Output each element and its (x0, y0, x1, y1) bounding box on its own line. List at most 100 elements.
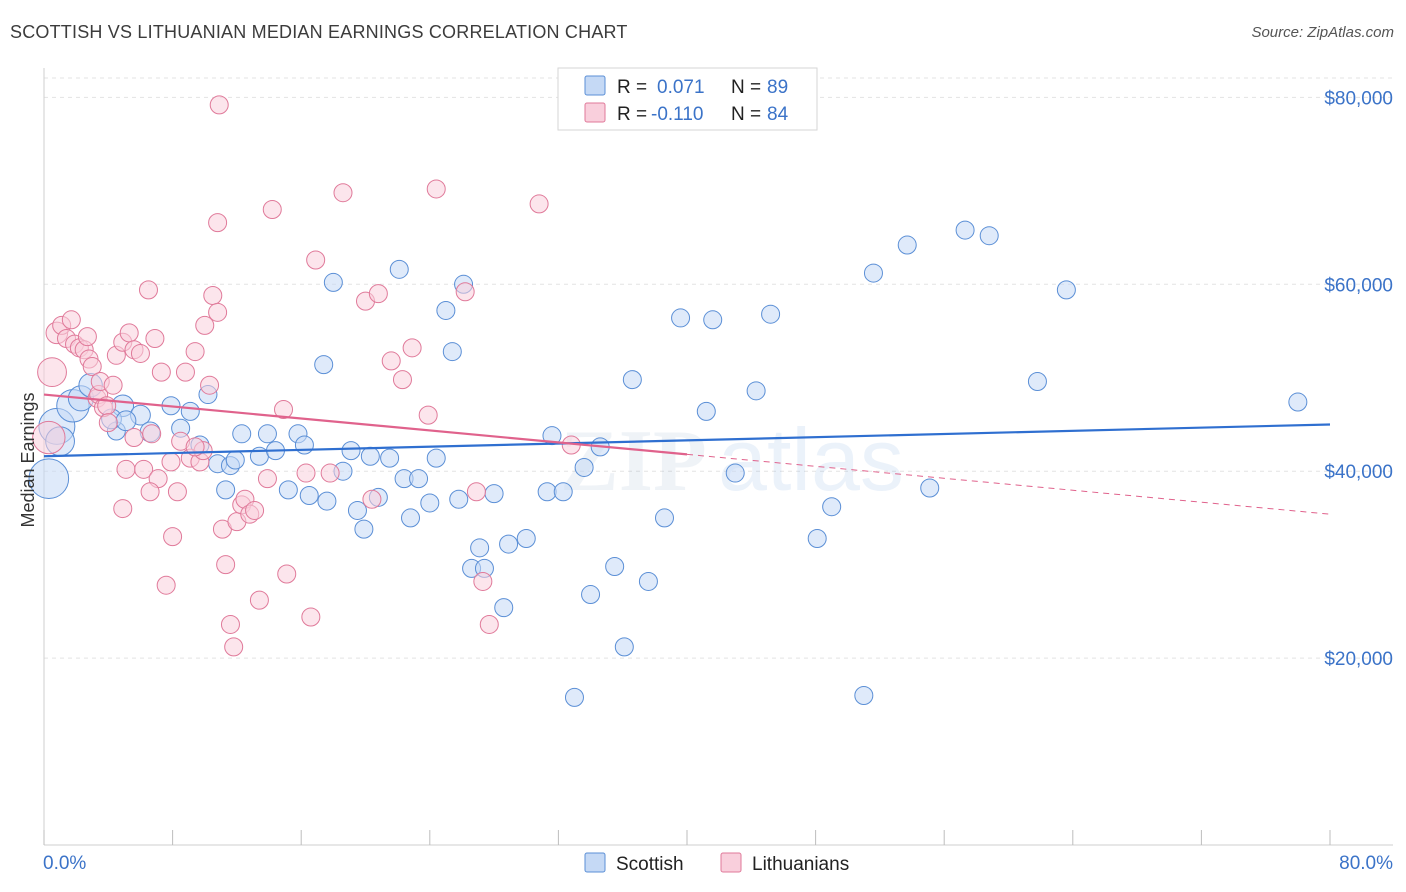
lithuanian-point (426, 179, 446, 199)
scottish-point (314, 355, 334, 375)
lithuanian-point (262, 200, 282, 220)
lithuanian-point (140, 482, 160, 502)
scottish-point (409, 469, 429, 489)
lithuanian-point (103, 375, 123, 395)
scottish-point (1288, 392, 1308, 412)
bottom-legend-label-lithuanians: Lithuanians (752, 854, 849, 875)
scottish-point (278, 480, 298, 500)
scottish-point (725, 463, 745, 483)
scottish-point (323, 272, 343, 292)
scottish-point (442, 342, 462, 362)
scottish-point (354, 519, 374, 539)
scottish-point (807, 528, 827, 548)
lithuanian-point (200, 375, 220, 395)
lithuanian-point (163, 527, 183, 547)
scottish-point (28, 458, 70, 499)
scottish-point (654, 508, 674, 528)
lithuanian-point (119, 323, 139, 343)
y-tick-label: $20,000 (1324, 649, 1393, 670)
scottish-point (574, 457, 594, 477)
scottish-point (420, 493, 440, 513)
bottom-legend: Scottish Lithuanians (584, 852, 849, 875)
scottish-point (180, 401, 200, 421)
lithuanian-trend-line (43, 393, 688, 456)
scottish-point (822, 497, 842, 517)
lithuanian-point (145, 328, 165, 348)
scottish-point (436, 300, 456, 320)
legend: R = 0.071 N = 89 R = -0.110 N = 84 (557, 67, 818, 131)
scottish-point (317, 491, 337, 511)
lithuanian-point (113, 499, 133, 519)
lithuanian-point (156, 575, 176, 595)
scottish-point (341, 441, 361, 461)
lithuanian-point (32, 420, 66, 455)
bottom-legend-swatch-scottish (584, 852, 606, 873)
legend-swatch-scottish (584, 75, 606, 96)
scottish-point (115, 410, 137, 432)
y-axis-ticks: $20,000 $40,000 $60,000 $80,000 (1324, 88, 1393, 670)
x-tick-max: 80.0% (1339, 853, 1393, 874)
scottish-point (347, 500, 367, 520)
lithuanian-point (362, 489, 382, 509)
lithuanian-point (473, 571, 493, 591)
scottish-point (299, 485, 319, 505)
lithuanian-point (208, 213, 228, 233)
scottish-point (703, 310, 723, 330)
y-tick-label: $80,000 (1324, 88, 1393, 109)
series-lithuanians (32, 95, 581, 657)
legend-r-value-2: -0.110 (651, 104, 703, 125)
lithuanian-point (381, 351, 401, 371)
lithuanian-point (257, 469, 277, 489)
scottish-point (294, 435, 314, 455)
scottish-point (1056, 280, 1076, 300)
scottish-point (484, 484, 504, 504)
scottish-point (581, 585, 601, 605)
scottish-point (979, 226, 999, 246)
legend-n-value-2: 84 (767, 104, 789, 125)
lithuanian-point (98, 413, 118, 433)
axes (43, 68, 1393, 846)
y-tick-label: $40,000 (1324, 462, 1393, 483)
watermark: ZIP atlas (560, 410, 904, 510)
lithuanian-point (195, 315, 215, 335)
lithuanian-point (245, 500, 265, 520)
source-label: Source: ZipAtlas.com (1251, 24, 1394, 41)
lithuanian-point (203, 286, 223, 305)
scottish-point (761, 304, 781, 324)
lithuanian-point (175, 362, 195, 382)
bottom-legend-swatch-lithuanians (720, 852, 742, 873)
scottish-point (854, 685, 874, 705)
scottish-point (257, 424, 277, 444)
trend-lines (43, 393, 1331, 515)
scottish-point (920, 478, 940, 498)
lithuanian-point (392, 370, 412, 390)
lithuanian-point (37, 357, 67, 388)
lithuanian-point (320, 463, 340, 483)
scottish-point (494, 598, 514, 618)
legend-swatch-lithuanians (584, 102, 606, 123)
scottish-point (360, 446, 380, 466)
lithuanian-point (124, 428, 144, 448)
scottish-point (470, 538, 490, 558)
scottish-point (614, 637, 634, 657)
lithuanian-point (216, 555, 236, 575)
x-tick-min: 0.0% (43, 853, 86, 874)
lithuanian-point (466, 482, 486, 502)
scottish-point (1027, 371, 1047, 391)
legend-n-label-2: N = (731, 104, 761, 125)
lithuanian-point (224, 637, 244, 657)
scottish-point (553, 482, 573, 502)
scottish-point (638, 571, 658, 591)
lithuanian-point (61, 310, 81, 330)
scottish-point (426, 448, 446, 468)
lithuanian-trend-line-dashed (686, 453, 1331, 515)
scottish-point (564, 687, 584, 707)
lithuanian-point (301, 607, 321, 627)
legend-r-label-1: R = (617, 77, 647, 98)
scottish-point (449, 489, 469, 509)
lithuanian-point (274, 400, 294, 420)
scottish-point (216, 480, 236, 500)
lithuanian-point (209, 95, 229, 115)
lithuanian-point (277, 564, 297, 584)
